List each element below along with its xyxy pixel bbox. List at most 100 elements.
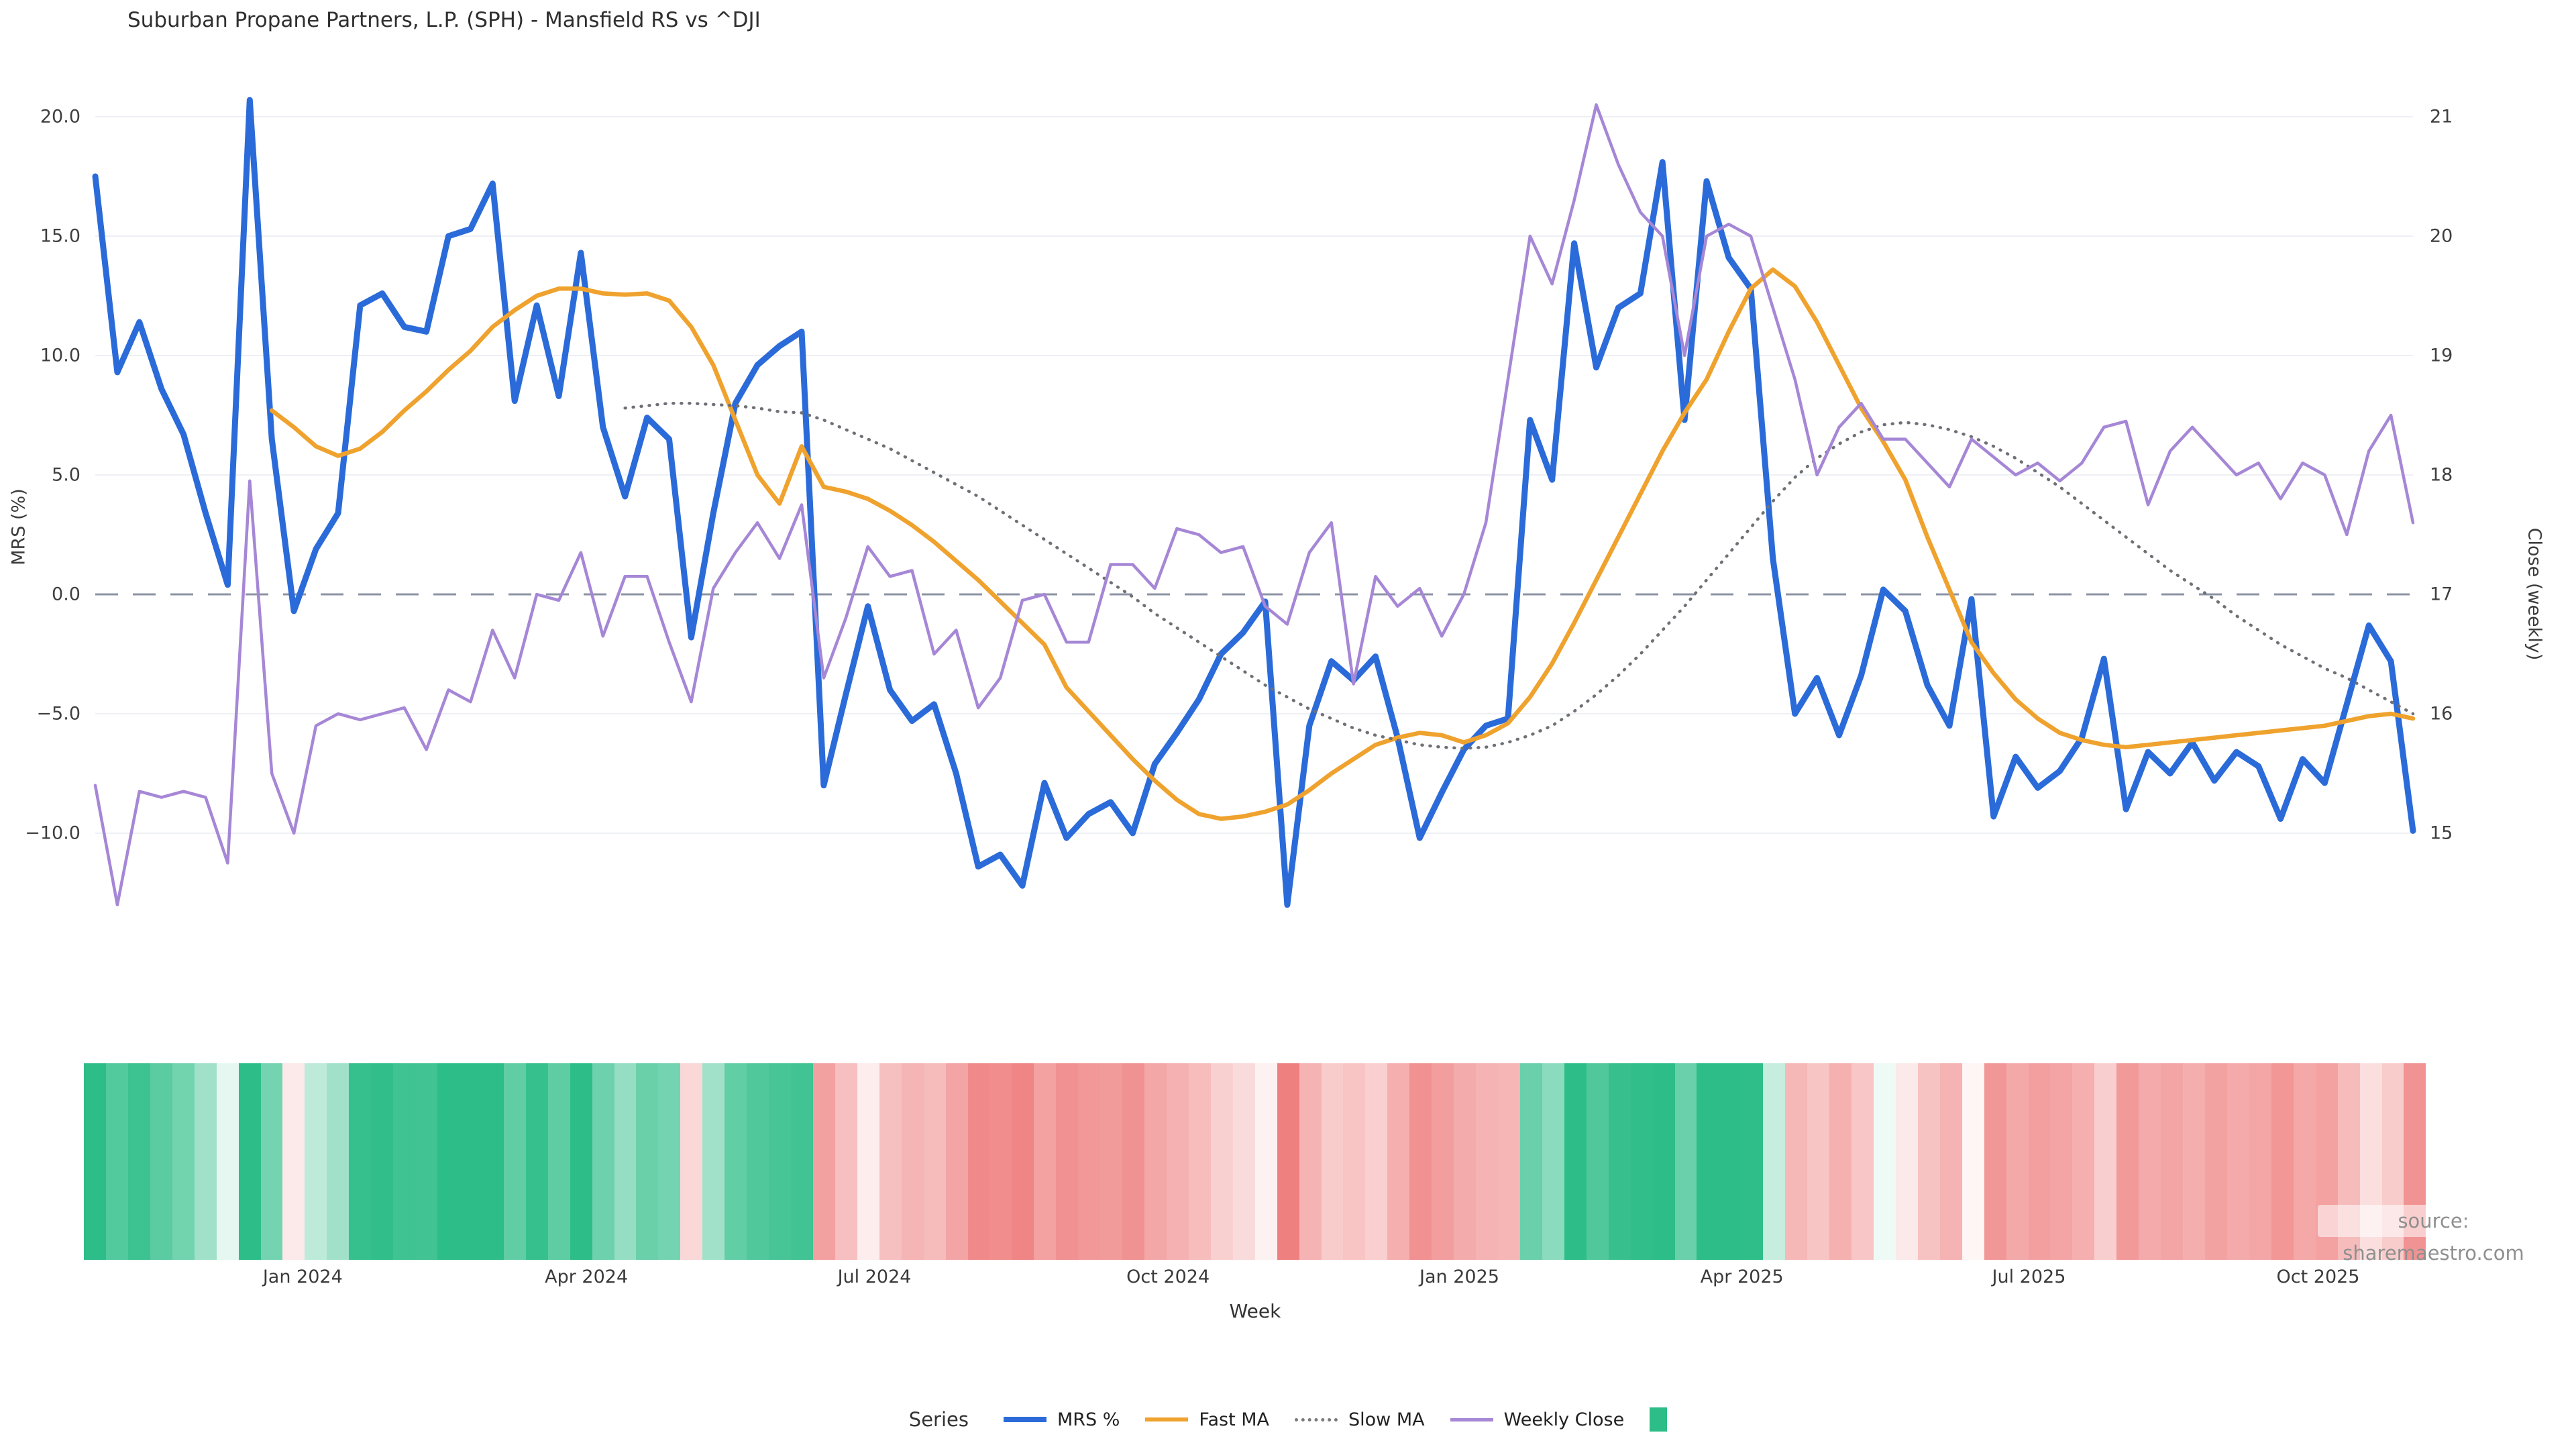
fast-ma-line — [269, 267, 2416, 821]
legend-swatch-line-icon — [1003, 1417, 1046, 1422]
heatmap-cell — [592, 1063, 614, 1260]
heatmap-cell — [238, 1063, 261, 1260]
heatmap-cell — [1365, 1063, 1388, 1260]
source-note: source: sharemaestro.com — [2318, 1205, 2549, 1265]
heatmap-cell — [835, 1063, 857, 1260]
weekly-close-line — [93, 103, 2415, 907]
heatmap-cell — [1122, 1063, 1144, 1260]
heatmap-cell — [2249, 1063, 2271, 1260]
legend-item-label: Fast MA — [1199, 1409, 1270, 1430]
heatmap-cell — [2293, 1063, 2316, 1260]
heatmap-cell — [812, 1063, 835, 1260]
heatmap-cell — [1476, 1063, 1498, 1260]
right-axis-title: Close (weekly) — [2524, 527, 2545, 661]
heatmap-cell — [1608, 1063, 1631, 1260]
legend-title: Series — [908, 1408, 969, 1431]
heatmap-cell — [1873, 1063, 1896, 1260]
heatmap-cell — [1962, 1063, 1984, 1260]
heatmap-cell — [84, 1063, 106, 1260]
heatmap-cell — [901, 1063, 924, 1260]
heatmap-cell — [1188, 1063, 1211, 1260]
heatmap-cell — [260, 1063, 283, 1260]
heatmap-cell — [1277, 1063, 1299, 1260]
heatmap-cell — [1674, 1063, 1697, 1260]
heatmap-cell — [1498, 1063, 1520, 1260]
heatmap-cell — [1210, 1063, 1233, 1260]
heatmap-cell — [216, 1063, 239, 1260]
heatmap-cell — [614, 1063, 637, 1260]
heatmap-cell — [791, 1063, 813, 1260]
heatmap-cell — [2072, 1063, 2095, 1260]
heatmap-cell — [327, 1063, 350, 1260]
heatmap-cell — [459, 1063, 482, 1260]
heatmap-cell — [172, 1063, 195, 1260]
x-axis-title: Week — [1229, 1300, 1281, 1322]
heatmap-cell — [1741, 1063, 1764, 1260]
right-tick-label: 16 — [2430, 703, 2453, 724]
heatmap-cell — [923, 1063, 946, 1260]
heatmap-cell — [1542, 1063, 1564, 1260]
heatmap-cell — [371, 1063, 394, 1260]
heatmap-cell — [1144, 1063, 1167, 1260]
heatmap-cell — [658, 1063, 681, 1260]
heatmap-cell — [1078, 1063, 1101, 1260]
weekly-heatmap-strip — [84, 1063, 2426, 1260]
heatmap-cell — [437, 1063, 460, 1260]
heatmap-cell — [1939, 1063, 1962, 1260]
heatmap-cell — [1763, 1063, 1786, 1260]
heatmap-cell — [547, 1063, 570, 1260]
heatmap-cell — [1166, 1063, 1189, 1260]
right-tick-label: 15 — [2430, 822, 2453, 844]
heatmap-cell — [2139, 1063, 2161, 1260]
heatmap-cell — [1454, 1063, 1477, 1260]
heatmap-cell — [747, 1063, 769, 1260]
heatmap-cell — [1984, 1063, 2006, 1260]
left-tick-label: −5.0 — [36, 703, 80, 724]
heatmap-cell — [525, 1063, 548, 1260]
legend-swatch-square-icon — [1650, 1407, 1668, 1432]
heatmap-cell — [769, 1063, 791, 1260]
x-tick-label: Jul 2024 — [837, 1267, 912, 1287]
heatmap-cell — [2226, 1063, 2249, 1260]
left-tick-label: 10.0 — [40, 345, 80, 366]
heatmap-cell — [680, 1063, 703, 1260]
heatmap-cell — [879, 1063, 902, 1260]
x-tick-label: Oct 2025 — [2276, 1267, 2360, 1287]
heatmap-cell — [945, 1063, 968, 1260]
heatmap-cell — [1409, 1063, 1432, 1260]
heatmap-cell — [2028, 1063, 2051, 1260]
heatmap-cell — [2271, 1063, 2294, 1260]
heatmap-cell — [194, 1063, 217, 1260]
heatmap-cell — [1432, 1063, 1454, 1260]
legend-item-weekly-close: Weekly Close — [1450, 1409, 1625, 1430]
heatmap-cell — [1321, 1063, 1344, 1260]
heatmap-cell — [1012, 1063, 1034, 1260]
right-tick-label: 21 — [2430, 106, 2453, 127]
left-tick-label: −10.0 — [25, 822, 80, 844]
heatmap-cell — [2116, 1063, 2139, 1260]
heatmap-cell — [305, 1063, 327, 1260]
legend-item-mrs-: MRS % — [1003, 1409, 1120, 1430]
heatmap-cell — [393, 1063, 416, 1260]
heatmap-cell — [636, 1063, 659, 1260]
heatmap-cell — [2161, 1063, 2184, 1260]
right-tick-label: 18 — [2430, 464, 2453, 486]
heatmap-cell — [1851, 1063, 1874, 1260]
heatmap-cell — [127, 1063, 150, 1260]
heatmap-cell — [150, 1063, 172, 1260]
legend-item-label: Weekly Close — [1503, 1409, 1625, 1430]
heatmap-cell — [724, 1063, 747, 1260]
heatmap-cell — [1785, 1063, 1808, 1260]
heatmap-cell — [349, 1063, 372, 1260]
heatmap-cell — [1917, 1063, 1940, 1260]
heatmap-cell — [2050, 1063, 2073, 1260]
heatmap-cell — [2183, 1063, 2205, 1260]
left-tick-label: 5.0 — [52, 464, 80, 486]
legend-swatch-dotted-line-icon — [1295, 1417, 1338, 1421]
x-tick-label: Jan 2025 — [1419, 1267, 1499, 1287]
heatmap-cell — [1630, 1063, 1653, 1260]
heatmap-cell — [282, 1063, 305, 1260]
heatmap-cell — [1719, 1063, 1741, 1260]
heatmap-cell — [415, 1063, 437, 1260]
heatmap-cell — [857, 1063, 879, 1260]
